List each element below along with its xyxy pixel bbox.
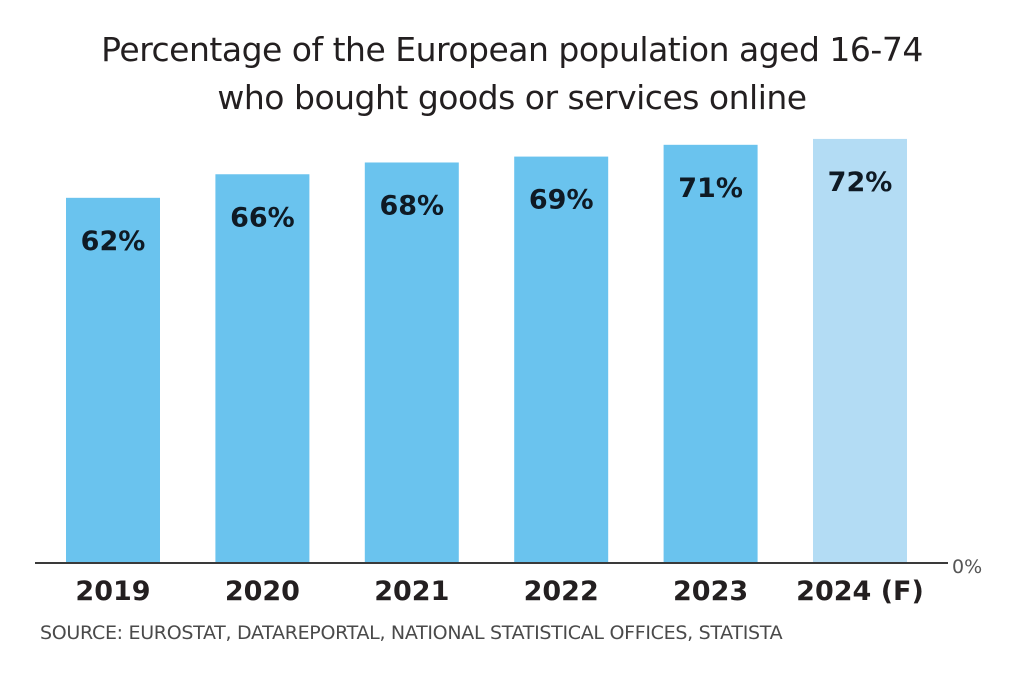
bar-2024-f — [813, 138, 907, 564]
chart-title-line-1: Percentage of the European population ag… — [101, 30, 923, 69]
bar-2020 — [215, 174, 310, 563]
baseline-label: 0% — [952, 556, 982, 578]
data-labels-group: 62% 66% 68% 69% 71% 72% — [81, 167, 893, 257]
x-tick-label: 2020 — [225, 576, 300, 607]
x-tick-label: 2019 — [75, 576, 150, 607]
data-label: 69% — [529, 185, 594, 216]
chart-title: Percentage of the European population ag… — [0, 26, 1024, 122]
data-label: 71% — [678, 173, 743, 204]
chart-title-line-2: who bought goods or services online — [217, 78, 807, 117]
data-label: 68% — [379, 190, 444, 221]
bars-group — [66, 138, 907, 564]
data-label: 72% — [828, 167, 893, 198]
bar-2022 — [514, 156, 609, 563]
x-tick-label: 2021 — [374, 576, 449, 607]
x-tick-label: 2024 (F) — [796, 576, 924, 607]
x-tick-label: 2022 — [524, 576, 599, 607]
bar-2023 — [663, 144, 758, 563]
source-note: SOURCE: EUROSTAT, DATAREPORTAL, NATIONAL… — [40, 622, 783, 644]
x-tick-label: 2023 — [673, 576, 748, 607]
bar-2019 — [66, 197, 160, 563]
bar-2021 — [364, 162, 459, 564]
x-tick-labels-group: 2019 2020 2021 2022 2023 2024 (F) — [75, 576, 923, 607]
data-label: 66% — [230, 202, 295, 233]
data-label: 62% — [81, 226, 146, 257]
